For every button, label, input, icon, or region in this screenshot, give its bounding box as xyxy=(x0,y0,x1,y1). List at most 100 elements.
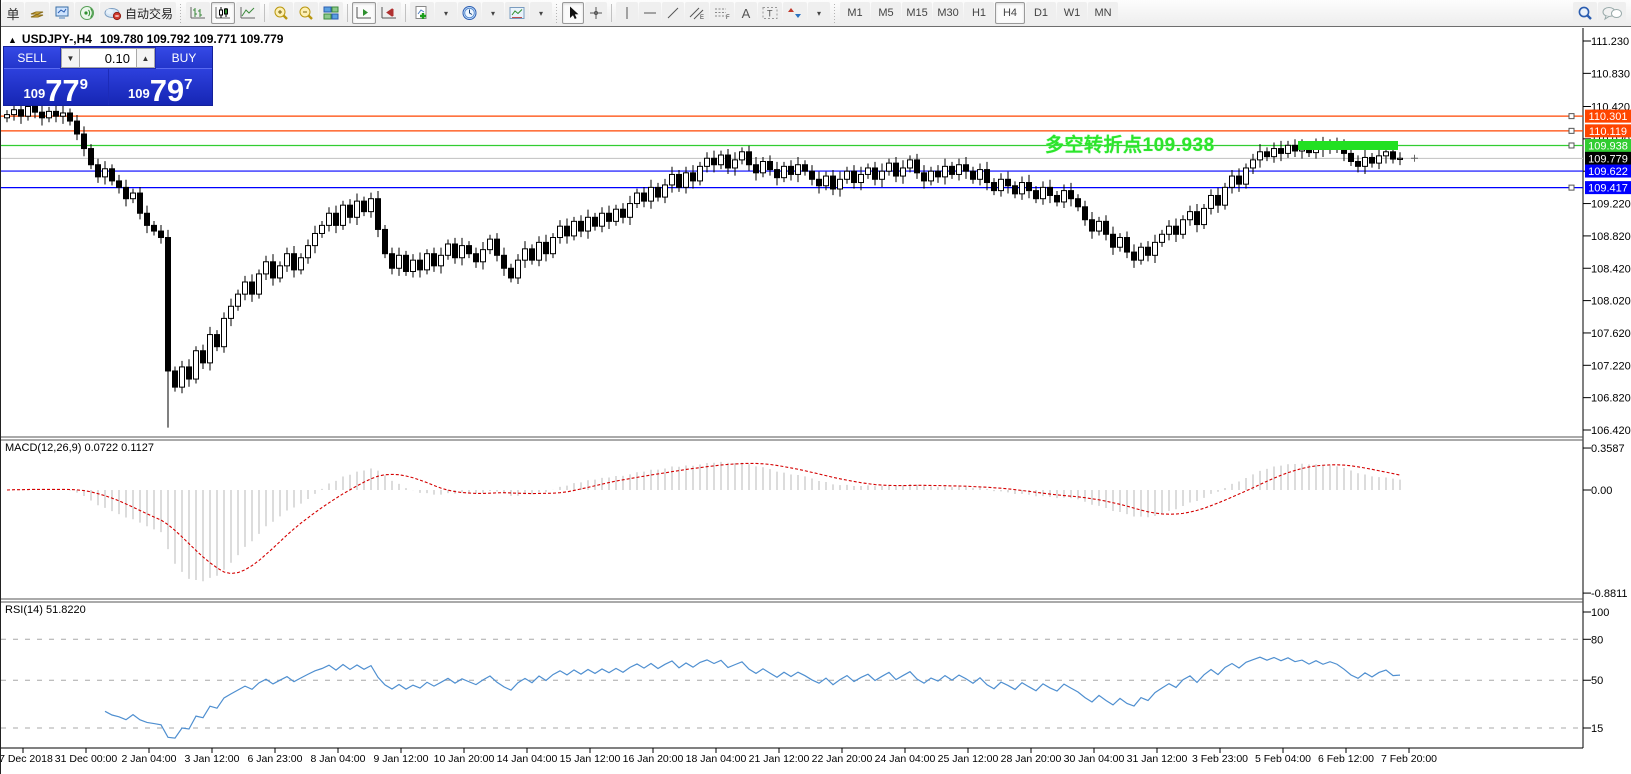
cursor-icon[interactable] xyxy=(562,2,585,24)
buy-price-base: 109 xyxy=(127,86,150,101)
candle-body xyxy=(865,167,871,175)
line-handle[interactable] xyxy=(1568,142,1575,149)
zoom-in-icon[interactable] xyxy=(269,2,294,24)
candle-body xyxy=(130,192,136,200)
timeframe-m15[interactable]: M15 xyxy=(902,2,933,24)
candle-body xyxy=(452,243,458,259)
toolbar: 单 自动交易 xyxy=(1,0,1631,27)
rsi-tick-label: 15 xyxy=(1591,723,1603,735)
timeframe-w1[interactable]: W1 xyxy=(1057,2,1088,24)
candle-body xyxy=(242,281,248,295)
periods-icon[interactable] xyxy=(458,2,482,24)
timeframe-m1[interactable]: M1 xyxy=(840,2,871,24)
timeframe-mn[interactable]: MN xyxy=(1088,2,1119,24)
candle-body xyxy=(900,167,906,177)
candle-body xyxy=(95,164,101,178)
candle-body xyxy=(221,317,227,348)
candle-body xyxy=(277,265,283,279)
bar-chart-icon[interactable] xyxy=(186,2,211,24)
candle-body xyxy=(1040,186,1046,200)
candle-body xyxy=(1390,151,1396,160)
timeframe-d1[interactable]: D1 xyxy=(1026,2,1057,24)
macd-indicator-label: MACD(12,26,9) 0.0722 0.1127 xyxy=(5,442,154,454)
price-level-value: 109.622 xyxy=(1588,166,1628,178)
toolbar-drag-handle[interactable] xyxy=(179,3,184,23)
volume-decrease-button[interactable]: ▼ xyxy=(61,48,80,68)
candle-body xyxy=(1145,246,1151,256)
chart-canvas[interactable]: 111.230110.830110.420110.020109.620109.2… xyxy=(1,28,1631,774)
symbols-icon[interactable] xyxy=(25,2,49,24)
chart-shift-icon[interactable] xyxy=(377,2,402,24)
candlestick-chart-icon[interactable] xyxy=(211,2,236,24)
candle-body xyxy=(1215,194,1221,206)
candle-body xyxy=(592,216,598,227)
candle-body xyxy=(1166,225,1172,235)
chart-annotation-text[interactable]: 多空转折点109.938 xyxy=(1045,135,1215,156)
signal-icon[interactable] xyxy=(75,2,99,24)
horizontal-line-icon[interactable] xyxy=(639,2,662,24)
autoscroll-icon[interactable] xyxy=(352,2,377,24)
buy-button[interactable]: 109 79 7 xyxy=(108,69,212,106)
candle-body xyxy=(200,350,206,364)
highlight-trend-segment[interactable] xyxy=(1298,140,1398,150)
tile-windows-icon[interactable] xyxy=(319,2,344,24)
price-level-label xyxy=(1585,181,1631,195)
candle-body xyxy=(326,212,332,226)
equidistant-channel-icon[interactable]: E xyxy=(685,2,710,24)
line-handle[interactable] xyxy=(1568,127,1575,134)
text-label-tool-icon[interactable]: T xyxy=(758,2,783,24)
time-tick-label: 27 Dec 2018 xyxy=(1,753,53,765)
arrows-tool-icon[interactable] xyxy=(783,2,808,24)
candle-body xyxy=(396,254,402,269)
timeframe-h1[interactable]: H1 xyxy=(964,2,995,24)
crosshair-icon[interactable] xyxy=(585,2,608,24)
collapse-icon[interactable]: ▲ xyxy=(8,35,17,45)
candle-body xyxy=(557,225,563,239)
candle-body xyxy=(347,204,353,218)
search-icon[interactable] xyxy=(1573,2,1597,24)
toolbar-drag-handle[interactable] xyxy=(555,3,560,23)
sell-button[interactable]: 109 77 9 xyxy=(4,69,108,108)
candle-body xyxy=(116,180,122,188)
rsi-tick-label: 80 xyxy=(1591,634,1603,646)
price-level-value: 110.119 xyxy=(1589,126,1627,138)
trendline-icon[interactable] xyxy=(662,2,685,24)
periods-dropdown-icon[interactable]: ▾ xyxy=(482,2,505,24)
candle-body xyxy=(977,169,983,180)
candle-body xyxy=(158,230,164,239)
templates-dropdown-icon[interactable]: ▾ xyxy=(530,2,553,24)
candle-body xyxy=(704,157,710,167)
community-chat-icon[interactable] xyxy=(1598,2,1626,24)
candle-body xyxy=(907,159,913,169)
line-handle[interactable] xyxy=(1568,113,1575,120)
templates-icon[interactable] xyxy=(505,2,530,24)
zoom-out-icon[interactable] xyxy=(294,2,319,24)
sell-price-big: 77 xyxy=(45,72,80,108)
candle-body xyxy=(1271,148,1277,158)
timeframe-m5[interactable]: M5 xyxy=(871,2,902,24)
new-order-button[interactable]: 单 xyxy=(2,2,24,24)
indicators-icon[interactable] xyxy=(410,2,435,24)
line-chart-icon[interactable] xyxy=(236,2,261,24)
volume-input[interactable] xyxy=(80,48,136,68)
line-handle[interactable] xyxy=(1568,184,1575,191)
fibonacci-icon[interactable]: F xyxy=(710,2,735,24)
candle-body xyxy=(634,192,640,205)
vertical-line-icon[interactable] xyxy=(616,2,639,24)
timeframe-m30[interactable]: M30 xyxy=(933,2,964,24)
candle-body xyxy=(1089,219,1095,232)
market-watch-icon[interactable] xyxy=(50,2,74,24)
candle-body xyxy=(1019,182,1025,195)
volume-increase-button[interactable]: ▲ xyxy=(136,48,155,68)
candle-body xyxy=(403,254,409,272)
timeframe-h4[interactable]: H4 xyxy=(995,2,1026,24)
candle-body xyxy=(655,186,661,198)
toolbar-drag-handle[interactable] xyxy=(833,3,838,23)
indicators-dropdown-icon[interactable]: ▾ xyxy=(435,2,458,24)
candle-body xyxy=(746,151,752,166)
autotrading-button[interactable]: 自动交易 xyxy=(100,2,177,24)
candle-body xyxy=(137,192,143,214)
time-tick-label: 18 Jan 04:00 xyxy=(686,753,747,765)
arrows-dropdown-icon[interactable]: ▾ xyxy=(808,2,831,24)
text-tool-icon[interactable]: A xyxy=(735,2,758,24)
